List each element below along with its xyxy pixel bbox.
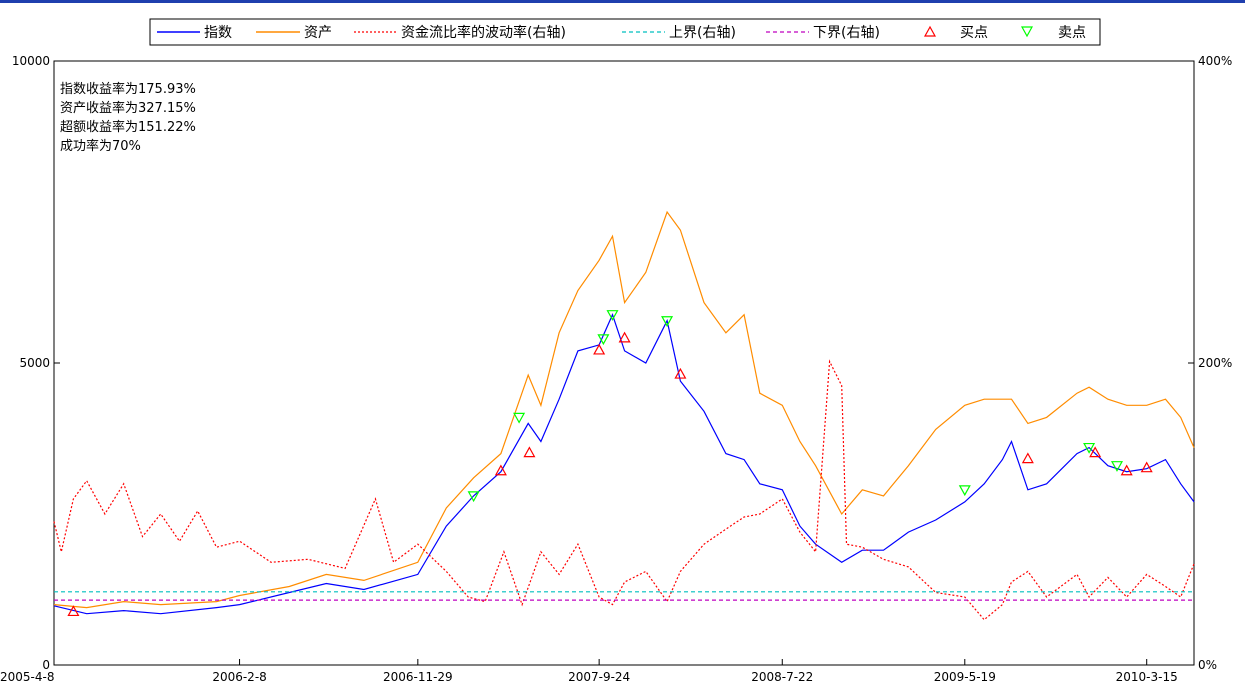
stats-annotation: 指数收益率为175.93% 资产收益率为327.15% 超额收益率为151.22… [60, 81, 196, 154]
legend-label-lower: 下界(右轴) [813, 25, 880, 41]
y-right-tick-label: 200% [1198, 356, 1232, 370]
x-tick-label: 2008-7-22 [751, 670, 813, 684]
sell-marker [958, 485, 971, 497]
series-line-0 [53, 313, 1195, 615]
sell-marker [661, 316, 674, 327]
legend-label-index: 指数 [204, 25, 232, 41]
buy-marker [1089, 446, 1102, 458]
buy-marker [1021, 452, 1034, 464]
y-left-tick-label: 0 [42, 658, 50, 672]
y-right-tick-label: 0% [1198, 658, 1217, 672]
x-tick-label: 2009-5-19 [934, 670, 996, 684]
buy-marker [1140, 461, 1153, 473]
stat-asset-return: 资产收益率为327.15% [60, 100, 196, 116]
sell-marker [467, 491, 480, 503]
legend-label-upper: 上界(右轴) [669, 25, 736, 41]
sell-marker [1083, 442, 1096, 454]
series-layer [53, 210, 1195, 621]
window-top-border [0, 0, 1245, 3]
stat-index-return: 指数收益率为175.93% [60, 81, 196, 97]
buy-marker [1120, 464, 1133, 476]
x-tick-label: 2010-3-15 [1116, 670, 1178, 684]
buy-marker [67, 605, 80, 617]
sell-marker [1110, 461, 1124, 472]
legend-label-sell: 卖点 [1058, 25, 1086, 41]
y-left-tick-label: 10000 [12, 54, 50, 68]
stat-success-rate: 成功率为70% [60, 138, 141, 154]
buy-marker [618, 331, 631, 343]
legend-label-volatility: 资金流比率的波动率(右轴) [401, 24, 566, 41]
legend-swatch-buy [923, 25, 937, 37]
x-tick-label: 2006-11-29 [383, 670, 453, 684]
buy-marker [494, 464, 507, 476]
sell-marker [606, 310, 619, 321]
y-right-tick-label: 400% [1198, 54, 1232, 68]
legend-label-buy: 买点 [960, 25, 988, 41]
sell-marker [597, 334, 610, 346]
axes-layer: 0 5000 10000 0% 200% 400% 2005-4-8 2006-2-8 2006… [0, 54, 1232, 684]
x-tick-label: 2005-4-8 [0, 670, 54, 684]
buy-marker [593, 343, 606, 355]
x-tick-label: 2007-9-24 [568, 670, 630, 684]
stat-excess-return: 超额收益率为151.22% [60, 119, 196, 135]
y-left-tick-label: 5000 [19, 356, 50, 370]
series-line-2 [53, 359, 1195, 621]
sell-marker [513, 412, 526, 424]
plot-area [53, 60, 1195, 666]
buy-marker [523, 446, 536, 458]
marker-layer [67, 310, 1153, 617]
legend-swatch-sell [1020, 26, 1034, 38]
legend: 指数 资产 资金流比率的波动率(右轴) 上界(右轴) 下界(右轴) 买点 卖点 [149, 18, 1101, 46]
plot-frame [53, 60, 1195, 666]
series-line-1 [53, 210, 1195, 609]
x-tick-label: 2006-2-8 [212, 670, 266, 684]
legend-label-asset: 资产 [304, 25, 332, 41]
buy-marker [674, 367, 687, 379]
